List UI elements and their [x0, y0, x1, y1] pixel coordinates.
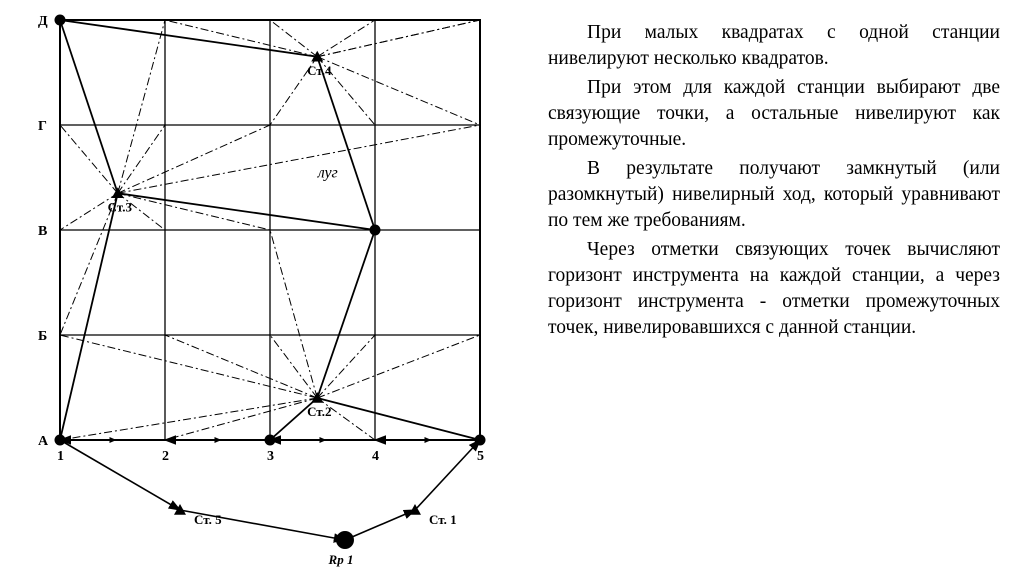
svg-text:Б: Б: [38, 329, 47, 344]
svg-text:2: 2: [162, 449, 169, 464]
paragraph-1: При малых квадратах с одной станции ниве…: [548, 20, 1000, 73]
paragraph-3: В результате получают замкнутый (или раз…: [548, 156, 1000, 235]
svg-text:луг: луг: [317, 165, 338, 182]
svg-text:В: В: [38, 224, 47, 239]
survey-diagram: Д Г В Б А1 2 3 4 5 луг Ст.2 Ст.3 Ст.4 Ст. 1 Ст. 5 Rp 1: [0, 0, 540, 574]
svg-text:А: А: [38, 434, 49, 449]
svg-text:Ст.3: Ст.3: [108, 199, 133, 214]
svg-text:4: 4: [372, 449, 379, 464]
svg-text:Д: Д: [38, 14, 48, 29]
paragraph-2: При этом для каждой станции выбирают две…: [548, 75, 1000, 154]
svg-text:Ст.2: Ст.2: [307, 404, 331, 419]
svg-text:5: 5: [477, 449, 484, 464]
paragraph-4: Через отметки связующих точек вычисляют …: [548, 237, 1000, 342]
svg-text:1: 1: [57, 449, 64, 464]
svg-text:Ст.4: Ст.4: [307, 63, 332, 78]
svg-text:Ст. 5: Ст. 5: [194, 512, 222, 527]
description-text: При малых квадратах с одной станции ниве…: [540, 0, 1024, 574]
svg-text:3: 3: [267, 449, 274, 464]
diagram-container: Д Г В Б А1 2 3 4 5 луг Ст.2 Ст.3 Ст.4 Ст. 1 Ст. 5 Rp 1: [0, 0, 540, 574]
svg-text:Г: Г: [38, 119, 47, 134]
svg-text:Ст. 1: Ст. 1: [429, 512, 457, 527]
svg-text:Rp 1: Rp 1: [328, 552, 354, 567]
